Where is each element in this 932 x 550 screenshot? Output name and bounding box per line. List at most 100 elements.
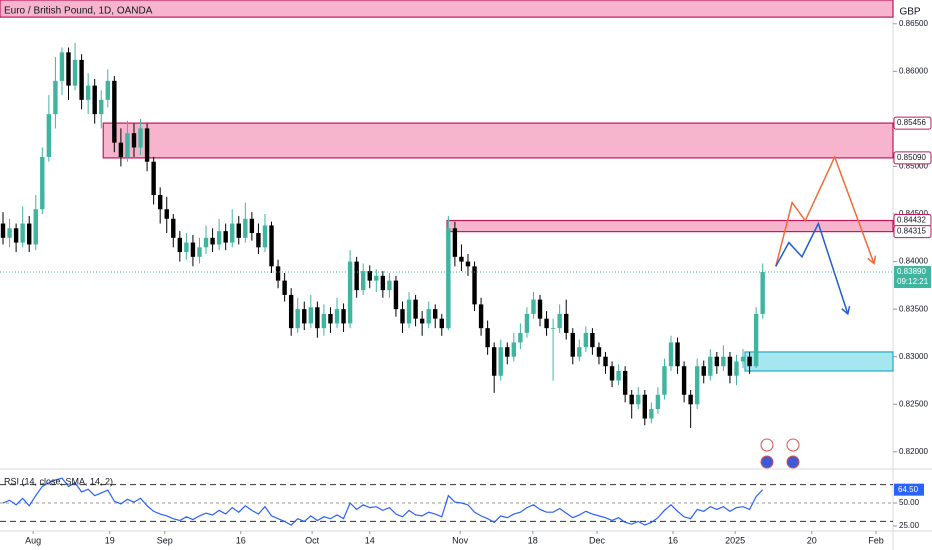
last-price-label: 0.83890 — [897, 267, 926, 276]
candle-body — [393, 280, 399, 310]
candle-body — [302, 309, 307, 324]
candle-body — [459, 256, 464, 262]
candle-body — [203, 237, 209, 248]
candle-body — [701, 366, 706, 376]
icon — [786, 455, 800, 469]
candle-body — [216, 231, 222, 245]
candle-body — [544, 318, 549, 329]
candle-body — [609, 366, 615, 381]
zone-price-box — [893, 151, 932, 165]
candle-body — [112, 80, 117, 143]
candle-body — [596, 347, 602, 357]
icon — [760, 438, 774, 452]
x-tick-label: Sep — [157, 535, 173, 545]
x-tick-label: 20 — [807, 535, 817, 545]
rsi-tick-label: 25.00 — [899, 521, 920, 530]
icon — [760, 455, 774, 469]
candle-body — [256, 233, 261, 248]
candle-body — [747, 356, 752, 367]
y-tick-label: 0.83000 — [899, 352, 928, 361]
candle-body — [72, 59, 78, 86]
candle-body — [20, 223, 25, 243]
x-tick-label: 18 — [528, 535, 538, 545]
x-tick-label: Feb — [868, 535, 884, 545]
rsi-label: RSI (14, close, SMA, 14, 2) — [4, 476, 113, 486]
x-tick-label: Dec — [589, 535, 606, 545]
candle-body — [210, 237, 215, 245]
y-tick-label: 0.82000 — [899, 447, 928, 456]
candle-body — [478, 304, 484, 329]
candle-body — [92, 85, 97, 115]
candle-body — [118, 142, 124, 157]
candle-body — [341, 309, 346, 324]
candle-body — [570, 332, 575, 357]
rsi-line — [2, 477, 764, 526]
candle-body — [184, 242, 189, 253]
last-price-box — [894, 266, 931, 289]
candle-body — [446, 228, 451, 329]
zone-price-box — [893, 116, 932, 130]
candle-body — [505, 347, 510, 357]
candle-body — [360, 271, 366, 291]
y-tick-label: 0.84500 — [899, 209, 928, 218]
event-icons — [760, 438, 800, 469]
candle-body — [321, 313, 327, 329]
candle-body — [753, 313, 759, 367]
candle-body — [177, 237, 183, 253]
candle-body — [40, 156, 45, 210]
candle-body — [0, 223, 6, 238]
candle-body — [675, 342, 680, 367]
candle-body — [223, 231, 228, 243]
candle-body — [354, 261, 359, 291]
icon — [786, 438, 800, 452]
candle-body — [46, 114, 52, 157]
candle-body — [138, 128, 143, 148]
candle-body — [236, 223, 241, 238]
candle-body — [727, 356, 733, 376]
candle-body — [629, 394, 634, 405]
candle-body — [269, 225, 274, 267]
candle-body — [328, 313, 333, 324]
candle-body — [151, 161, 156, 195]
candle-body — [721, 356, 726, 367]
candle-body — [524, 313, 530, 333]
candle-body — [433, 309, 438, 319]
candle-body — [413, 299, 418, 319]
candle-body — [53, 80, 58, 115]
zone — [744, 351, 894, 372]
candle-body — [190, 242, 196, 257]
candle-body — [649, 409, 654, 419]
candle-body — [288, 294, 294, 329]
candle-body — [315, 307, 320, 329]
projection-arrowhead — [841, 305, 851, 316]
zone — [102, 122, 894, 159]
candle-body — [439, 318, 444, 329]
candle-body — [249, 218, 255, 234]
projection-arrowhead — [867, 255, 877, 265]
x-tick-label: Oct — [305, 535, 320, 545]
candle-body — [99, 99, 104, 115]
zone-price-label: 0.84315 — [897, 227, 926, 236]
candle-body — [387, 280, 392, 291]
candle-body — [472, 266, 477, 305]
candle-body — [681, 366, 687, 395]
y-tick-label: 0.83500 — [899, 304, 928, 313]
candle-body — [295, 309, 300, 329]
candle-body — [465, 261, 471, 267]
projection — [775, 221, 849, 315]
candle-body — [419, 318, 425, 324]
candle-body — [491, 347, 497, 376]
candle-body — [636, 394, 641, 405]
chart-title: Euro / British Pound, 1D, OANDA — [4, 6, 153, 17]
candle-body — [79, 59, 84, 100]
y-tick-label: 0.84000 — [899, 257, 928, 266]
candle-body — [485, 328, 490, 348]
candle-body — [642, 394, 647, 419]
candle-body — [105, 80, 110, 100]
rsi-tick-label: 50.00 — [899, 498, 920, 507]
candle-body — [564, 313, 569, 333]
x-tick-label: Nov — [452, 535, 469, 545]
x-tick-label: 2025 — [725, 535, 745, 545]
candle-body — [230, 223, 235, 243]
